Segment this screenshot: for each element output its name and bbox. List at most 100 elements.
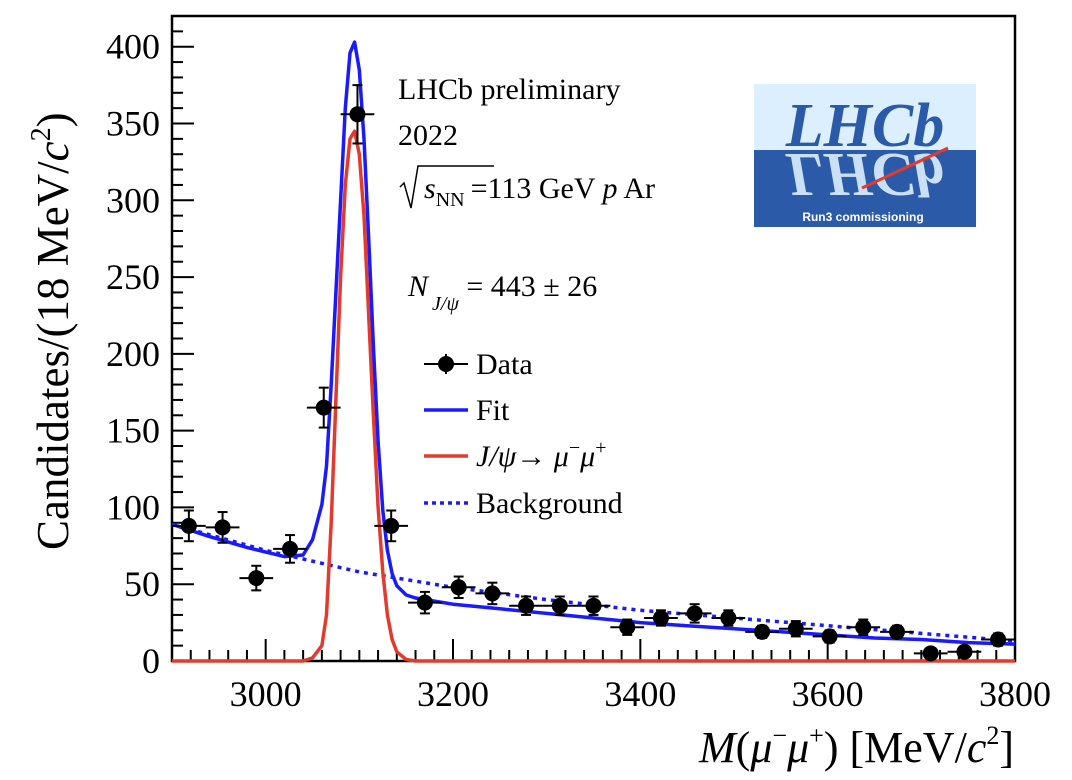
data-point-marker: [652, 610, 669, 626]
legend-label-data: Data: [476, 348, 533, 381]
data-point: [475, 581, 510, 606]
y-tick-label: 200: [106, 334, 160, 374]
legend-label-background: Background: [476, 487, 623, 520]
x-tick-label: 3400: [604, 674, 676, 714]
legend-jpsi-a: J/ψ→: [476, 440, 554, 473]
x-tick-label: 3000: [230, 674, 302, 714]
data-point-marker: [383, 517, 400, 534]
annotation-yield: NJ/ψ = 443 ± 26: [407, 270, 597, 315]
data-point: [172, 509, 206, 543]
data-point: [205, 511, 240, 544]
x-axis-label-units: [MeV/: [839, 723, 968, 772]
jpsi-signal-curve: [172, 129, 1015, 663]
data-point-marker: [720, 610, 737, 626]
data-point-marker: [282, 540, 299, 557]
axis-ticks: [171, 30, 1016, 662]
y-tick-label: 150: [106, 411, 160, 451]
data-point-marker: [484, 585, 501, 602]
data-point-marker: [518, 597, 535, 614]
x-tick-label: 3800: [979, 674, 1051, 714]
data-point: [644, 609, 678, 627]
data-point-marker: [248, 570, 265, 587]
y-tick-label: 300: [106, 180, 160, 220]
data-point-marker: [754, 623, 771, 640]
data-point: [408, 590, 442, 615]
data-point-marker: [416, 594, 433, 611]
x-tick-label: 3600: [792, 674, 864, 714]
background-curve: [171, 522, 1016, 643]
y-axis-label-end: ): [28, 112, 78, 127]
x-tick-label: 3200: [417, 674, 489, 714]
data-point: [745, 623, 779, 640]
x-axis-label-mu1: μ: [749, 723, 772, 772]
x-axis-label-csup: 2: [986, 721, 999, 750]
annotation-block: LHCb preliminary 2022 sNN =113 GeV p Ar N…: [398, 73, 655, 315]
data-point-marker: [214, 519, 231, 536]
legend: Data Fit J/ψ→ μ−μ+ Background: [424, 348, 623, 520]
y-tick-label: 50: [124, 564, 160, 604]
data-point-marker: [686, 605, 703, 622]
annotation-energy: sNN =113 GeV p Ar: [399, 165, 655, 211]
y-tick-label: 250: [106, 257, 160, 297]
data-point: [778, 620, 813, 638]
data-point: [542, 595, 577, 616]
y-axis-label: Candidates/(18 MeV/c2): [26, 112, 78, 550]
fit-curve: [171, 40, 1016, 646]
energy-s: s: [424, 172, 436, 205]
legend-label-jpsi: J/ψ→ μ−μ+: [476, 437, 606, 473]
axis-tick-labels: 3000 3200 3400 3600 3800 0 50 100 150 200 250 300 35…: [106, 27, 1051, 714]
x-axis-label-c: c: [967, 723, 987, 772]
legend-item-background: Background: [424, 487, 623, 520]
logo-slash: [861, 146, 949, 190]
x-axis-label-close: ): [824, 723, 839, 772]
yield-sub: J/ψ: [432, 293, 459, 315]
logo-text: LHCb: [785, 92, 944, 160]
data-point-marker: [349, 106, 366, 123]
data-point-marker: [450, 579, 467, 596]
data-point: [306, 386, 341, 429]
y-tick-label: 0: [142, 641, 160, 681]
data-point: [812, 628, 847, 645]
data-point-marker: [180, 517, 197, 534]
data-point-marker: [855, 619, 872, 636]
data-point: [981, 631, 1015, 648]
data-point: [441, 575, 476, 600]
data-point: [711, 609, 746, 627]
legend-item-data: Data: [424, 348, 533, 381]
energy-p: p: [601, 172, 618, 205]
logo-top-band: [754, 84, 976, 150]
legend-jpsi-mu2: μ: [579, 440, 595, 473]
data-point: [610, 618, 645, 636]
y-tick-label: 400: [106, 27, 160, 67]
y-axis-label-main: Candidates/(18 MeV/: [28, 161, 78, 550]
data-points: [172, 84, 1015, 662]
legend-jpsi-mu1: μ: [553, 440, 569, 473]
legend-jpsi-s2: +: [595, 437, 606, 459]
y-axis-label-csup: 2: [26, 127, 57, 141]
data-point: [239, 564, 274, 592]
lhcb-logo: LHCb LHCb Run3 commissioning: [754, 84, 976, 227]
data-point: [947, 643, 982, 660]
data-point-marker: [990, 631, 1007, 648]
x-axis-label-end: ]: [999, 723, 1014, 772]
data-point: [374, 509, 409, 543]
x-axis-label: M(μ−μ+) [MeV/c2]: [698, 721, 1014, 772]
legend-item-fit: Fit: [424, 394, 510, 427]
sqrt-symbol: [399, 165, 494, 209]
x-axis-label-mu2: μ: [786, 723, 809, 772]
x-axis-label-sup2: +: [809, 721, 824, 750]
x-axis-label-var: M: [698, 723, 738, 772]
y-axis-label-c: c: [28, 141, 78, 161]
data-point: [273, 534, 307, 564]
data-point: [880, 623, 914, 640]
data-point-marker: [888, 623, 905, 640]
logo-bottom-band: [754, 150, 976, 227]
data-point-marker: [821, 628, 838, 645]
data-point: [677, 603, 712, 624]
data-point: [509, 595, 543, 616]
annotation-year: 2022: [398, 119, 458, 152]
data-point-marker: [315, 399, 332, 416]
yield-rest: = 443 ± 26: [459, 270, 597, 303]
data-point: [846, 618, 881, 636]
